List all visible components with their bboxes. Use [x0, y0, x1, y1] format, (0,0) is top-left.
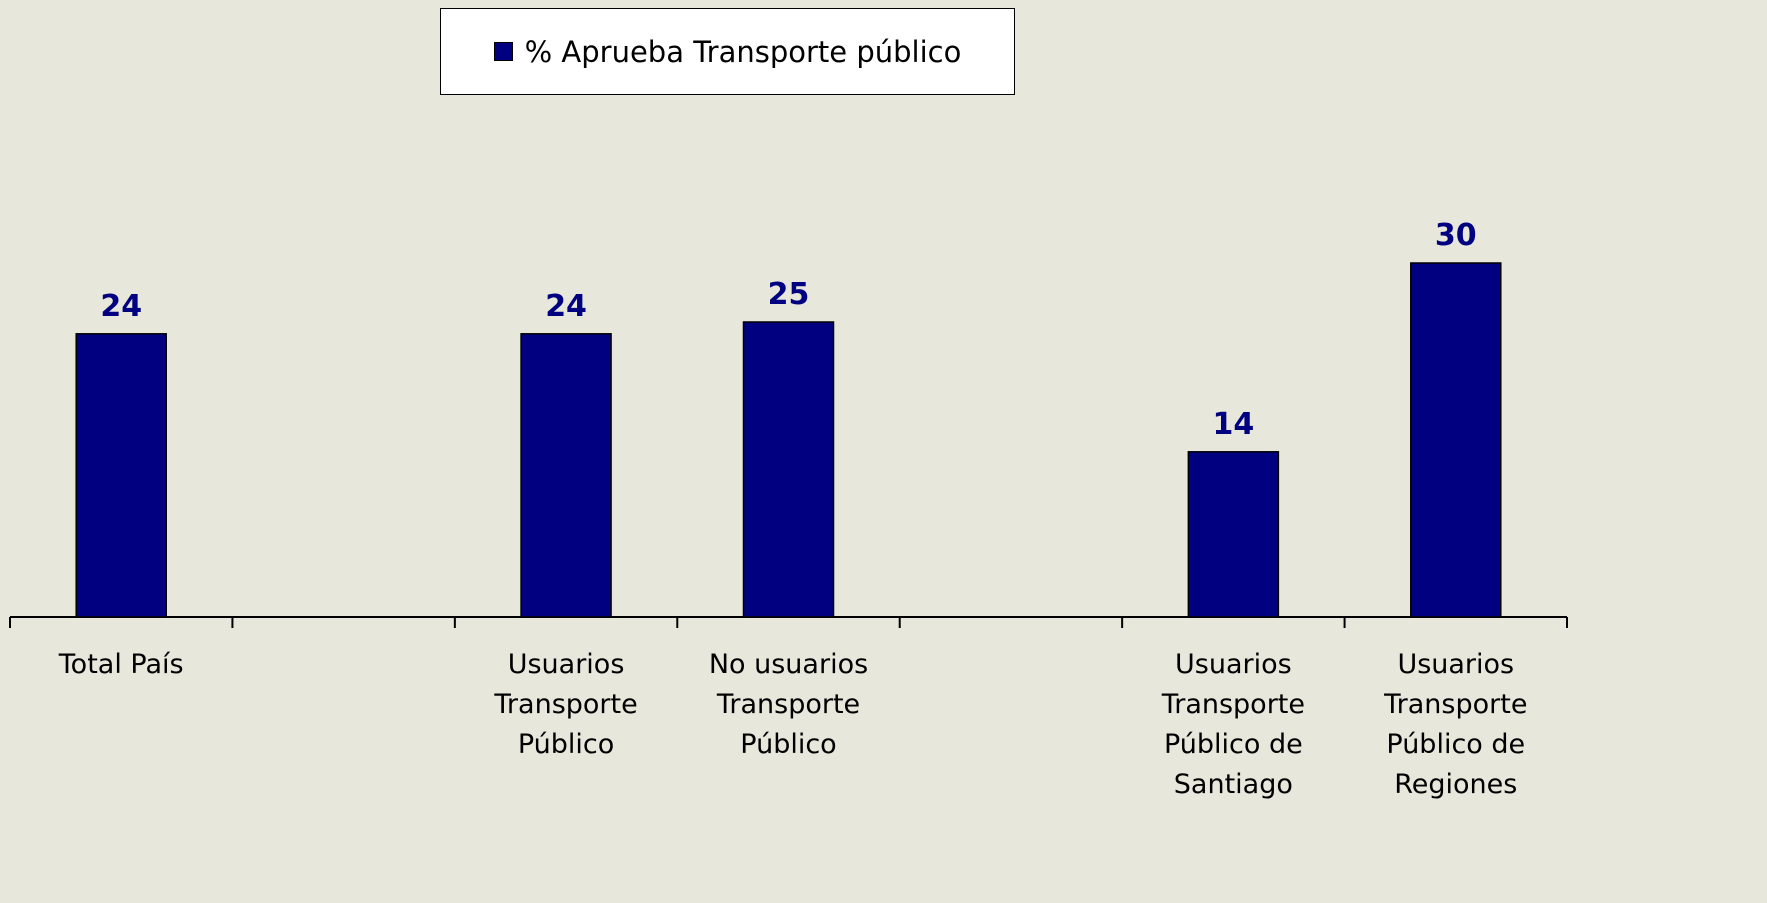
x-tick-label: Usuarios Transporte Público: [494, 649, 638, 760]
bar: [75, 333, 167, 618]
bar: [1187, 451, 1280, 618]
x-tick-label: No usuarios Transporte Público: [708, 649, 869, 760]
bar: [742, 321, 835, 618]
legend-swatch: [493, 42, 513, 61]
legend: % Aprueba Transporte público: [440, 8, 1015, 95]
data-label: 14: [1212, 407, 1254, 442]
data-label: 30: [1435, 218, 1477, 253]
data-label: 25: [768, 277, 810, 312]
x-tick-label: Usuarios Transporte Público de Regiones: [1384, 649, 1528, 800]
data-label: 24: [545, 289, 587, 324]
x-tick-label: Total País: [58, 649, 184, 680]
bar: [520, 333, 612, 618]
data-label: 24: [100, 289, 142, 324]
bar: [1410, 262, 1502, 618]
x-tick-label: Usuarios Transporte Público de Santiago: [1161, 649, 1305, 800]
legend-label: % Aprueba Transporte público: [524, 34, 962, 69]
